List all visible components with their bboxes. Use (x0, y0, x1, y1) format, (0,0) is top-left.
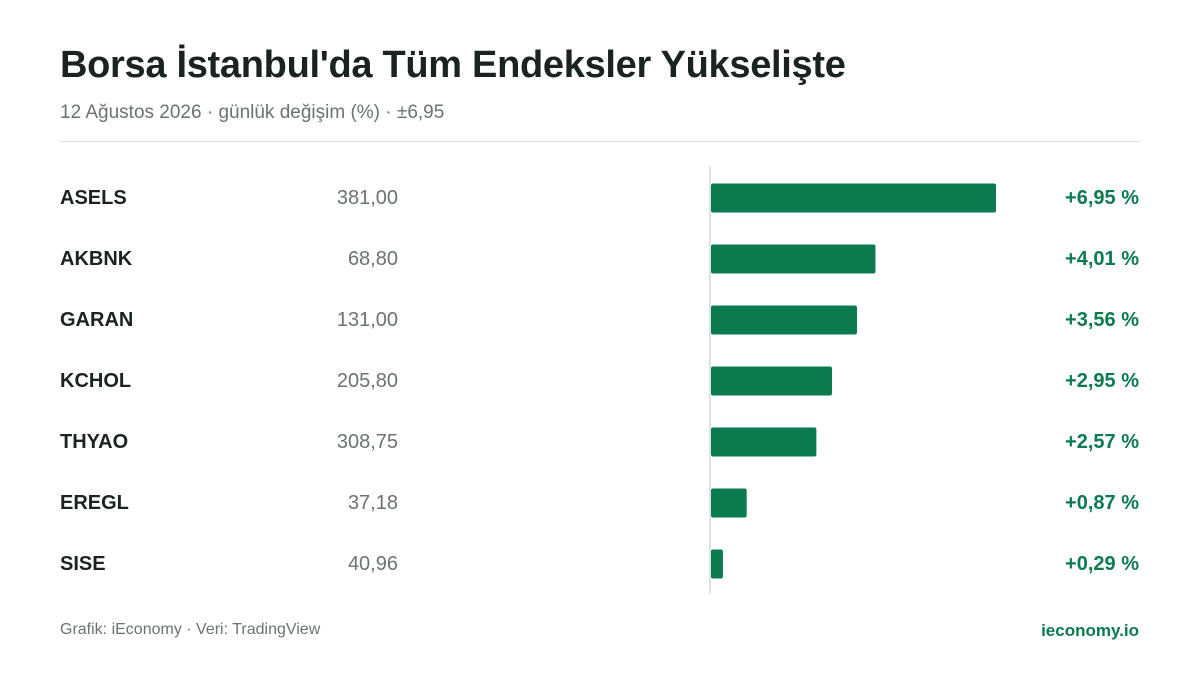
change-value-label: +0,29 % (1065, 553, 1139, 575)
ticker-label: SISE (60, 553, 106, 575)
change-value-label: +4,01 % (1065, 248, 1139, 270)
price-label: 131,00 (337, 309, 398, 331)
table-row: ASELS 381,00 +6,95 % (60, 183, 1139, 213)
change-value-label: +3,56 % (1065, 309, 1139, 331)
price-label: 205,80 (337, 370, 398, 392)
ticker-label: KCHOL (60, 370, 131, 392)
price-label: 308,75 (337, 431, 398, 453)
table-row: AKBNK 68,80 +4,01 % (60, 244, 1139, 274)
change-bar (711, 366, 832, 396)
footer-credit: Grafik: iEconomy · Veri: TradingView (60, 621, 321, 638)
table-row: GARAN 131,00 +3,56 % (60, 305, 1139, 335)
change-value-label: +6,95 % (1065, 187, 1139, 209)
ticker-label: AKBNK (60, 248, 133, 270)
change-bar (711, 549, 723, 579)
change-value-label: +2,57 % (1065, 431, 1139, 453)
change-value-label: +2,95 % (1065, 370, 1139, 392)
chart-title: Borsa İstanbul'da Tüm Endeksler Yükseliş… (60, 44, 846, 86)
change-bar (711, 488, 747, 518)
table-row: KCHOL 205,80 +2,95 % (60, 366, 1139, 396)
price-label: 37,18 (348, 492, 398, 514)
chart-subtitle: 12 Ağustos 2026 · günlük değişim (%) · ±… (60, 102, 445, 123)
change-bar (711, 427, 817, 457)
price-label: 68,80 (348, 248, 398, 270)
table-row: THYAO 308,75 +2,57 % (60, 427, 1139, 457)
change-bar (711, 305, 857, 335)
price-label: 40,96 (348, 553, 398, 575)
footer-brand: ieconomy.io (1041, 621, 1139, 640)
header-divider (60, 141, 1140, 142)
ticker-label: EREGL (60, 492, 129, 514)
change-bar (711, 183, 996, 213)
change-bar (711, 244, 876, 274)
ticker-label: GARAN (60, 309, 133, 331)
change-value-label: +0,87 % (1065, 492, 1139, 514)
table-row: EREGL 37,18 +0,87 % (60, 488, 1139, 518)
chart-rows: ASELS 381,00 +6,95 % AKBNK 68,80 +4,01 % GARAN… (60, 183, 1139, 579)
ticker-label: ASELS (60, 187, 127, 209)
price-label: 381,00 (337, 187, 398, 209)
table-row: SISE 40,96 +0,29 % (60, 549, 1139, 579)
ticker-label: THYAO (60, 431, 128, 453)
